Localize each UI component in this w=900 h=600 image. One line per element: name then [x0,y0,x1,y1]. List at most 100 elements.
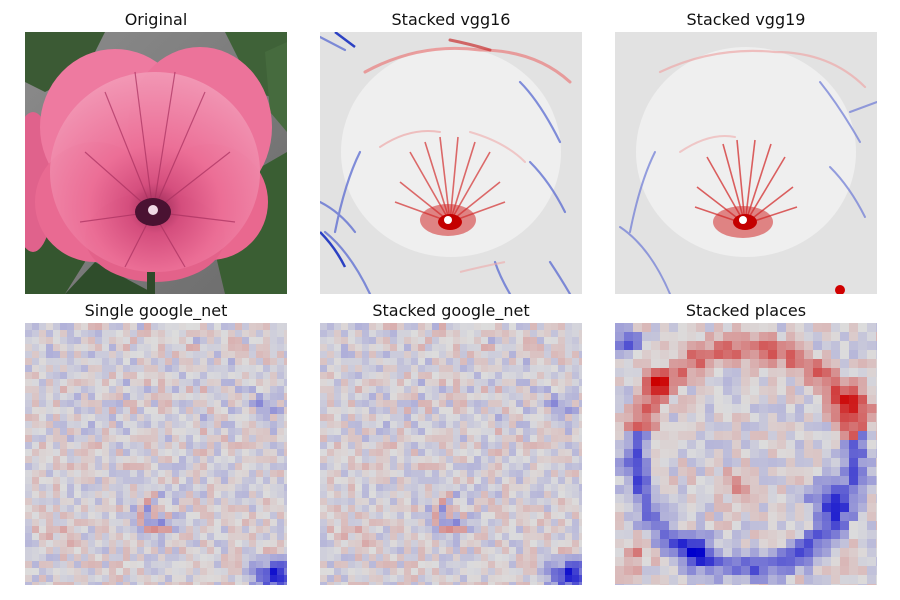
heatmap-cell [362,575,369,582]
heatmap-cell [425,470,432,477]
heatmap-cell [544,337,551,344]
heatmap-cell [277,442,284,449]
heatmap-cell [284,554,287,561]
heatmap-cell [334,568,341,575]
heatmap-cell [109,547,116,554]
panel-title: Original [124,10,188,29]
heatmap-cell [369,435,376,442]
heatmap-cell [642,350,651,359]
heatmap-cell [502,575,509,582]
heatmap-cell [786,395,795,404]
heatmap-cell [633,386,642,395]
heatmap-cell [348,512,355,519]
heatmap-cell [558,407,565,414]
heatmap-cell [228,491,235,498]
heatmap-cell [144,554,151,561]
heatmap-cell [362,407,369,414]
heatmap-cell [116,393,123,400]
heatmap-cell [165,351,172,358]
heatmap-cell [705,539,714,548]
heatmap-cell [696,350,705,359]
heatmap-cell [277,470,284,477]
heatmap-cell [390,540,397,547]
heatmap-cell [551,330,558,337]
heatmap-cell [446,456,453,463]
heatmap-cell [123,519,130,526]
heatmap-cell [46,330,53,337]
heatmap-cell [759,584,768,585]
heatmap-cell [537,330,544,337]
heatmap-cell [369,491,376,498]
heatmap-cell [453,449,460,456]
heatmap-cell [186,421,193,428]
heatmap-cell [432,428,439,435]
heatmap-cell [348,519,355,526]
heatmap-cell [130,498,137,505]
heatmap-cell [277,505,284,512]
heatmap-cell [572,498,579,505]
heatmap-cell [116,561,123,568]
heatmap-cell [284,358,287,365]
heatmap-cell [432,477,439,484]
heatmap-cell [732,539,741,548]
heatmap-cell [439,400,446,407]
heatmap-cell [249,526,256,533]
heatmap-cell [678,368,687,377]
heatmap-cell [678,521,687,530]
heatmap-cell [723,512,732,521]
heatmap-cell [840,422,849,431]
heatmap-cell [144,393,151,400]
heatmap-cell [130,477,137,484]
heatmap-cell [509,372,516,379]
heatmap-cell [88,512,95,519]
heatmap-cell [446,554,453,561]
heatmap-cell [669,548,678,557]
heatmap-cell [270,435,277,442]
heatmap-cell [696,377,705,386]
heatmap-cell [750,575,759,584]
heatmap-cell [537,484,544,491]
heatmap-cell [67,484,74,491]
heatmap-cell [355,491,362,498]
heatmap-cell [822,368,831,377]
heatmap-cell [144,456,151,463]
heatmap-cell [565,393,572,400]
heatmap-cell [39,554,46,561]
heatmap-cell [741,548,750,557]
heatmap-cell [530,393,537,400]
heatmap-cell [60,498,67,505]
heatmap-cell [327,442,334,449]
heatmap-cell [256,407,263,414]
heatmap-cell [750,548,759,557]
heatmap-cell [615,377,624,386]
heatmap-cell [32,351,39,358]
heatmap-cell [214,540,221,547]
heatmap-cell [660,395,669,404]
heatmap-cell [831,503,840,512]
heatmap-cell [200,428,207,435]
heatmap-cell [453,575,460,582]
heatmap-cell [362,554,369,561]
heatmap-cell [383,477,390,484]
heatmap-cell [228,575,235,582]
heatmap-cell [446,519,453,526]
heatmap-cell [320,323,327,330]
heatmap-cell [172,393,179,400]
heatmap-cell [750,413,759,422]
heatmap-cell [516,484,523,491]
heatmap-cell [53,358,60,365]
heatmap-cell [193,421,200,428]
heatmap-cell [109,568,116,575]
heatmap-cell [25,435,32,442]
heatmap-cell [786,512,795,521]
heatmap-cell [46,561,53,568]
heatmap-cell [687,458,696,467]
heatmap-cell [60,519,67,526]
heatmap-cell [53,379,60,386]
heatmap-cell [369,386,376,393]
heatmap-cell [488,456,495,463]
heatmap-cell [242,351,249,358]
heatmap-cell [432,575,439,582]
heatmap-cell [221,386,228,393]
heatmap-cell [876,548,877,557]
